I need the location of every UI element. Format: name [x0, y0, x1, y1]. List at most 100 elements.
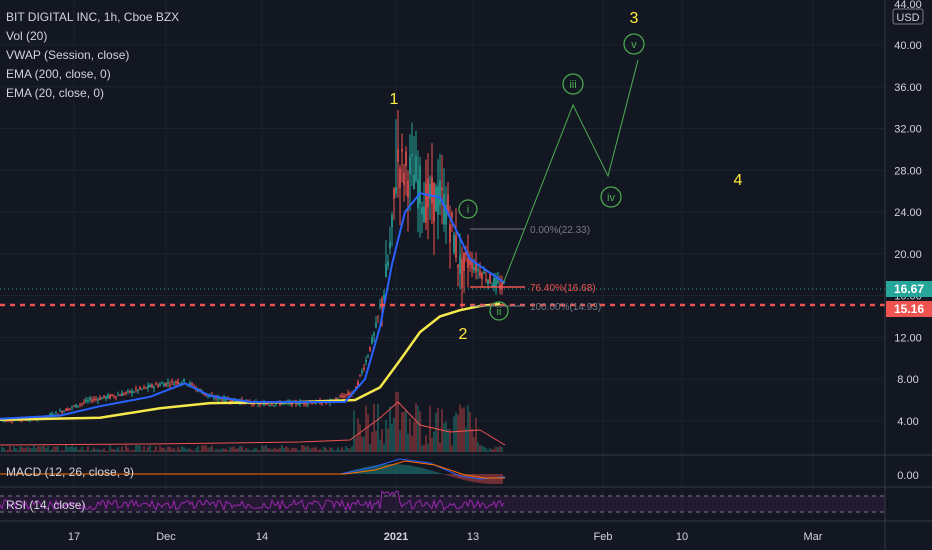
volume-bar: [63, 450, 65, 452]
candle-body: [141, 388, 143, 390]
volume-bar: [1, 446, 3, 452]
indicator-ema20[interactable]: EMA (20, close, 0): [6, 86, 105, 100]
volume-bar: [501, 447, 503, 452]
macd-bar: [415, 466, 417, 474]
volume-bar: [317, 450, 319, 452]
candle-body: [203, 393, 205, 395]
candle-body: [279, 402, 281, 406]
volume-bar: [403, 411, 405, 452]
symbol-title[interactable]: BIT DIGITAL INC, 1h, Cboe BZX: [6, 10, 180, 24]
candle-body: [397, 148, 399, 163]
volume-bar: [461, 408, 463, 452]
volume-bar: [423, 444, 425, 452]
volume-bar: [53, 446, 55, 452]
candle-body: [435, 187, 437, 212]
wave-label-i[interactable]: i: [458, 199, 478, 219]
candle-body: [107, 394, 109, 398]
volume-bar: [211, 445, 213, 452]
candle-body: [169, 384, 171, 386]
candle-body: [79, 404, 81, 406]
volume-bar: [285, 446, 287, 452]
time-axis[interactable]: 17 Dec 14 2021 13 Feb 10 Mar: [68, 531, 823, 543]
wave-label-2[interactable]: 2: [459, 326, 468, 343]
candle-body: [65, 408, 67, 412]
macd-bar: [367, 466, 369, 474]
volume-bar: [281, 445, 283, 452]
svg-text:i: i: [467, 204, 469, 216]
candle-body: [305, 402, 307, 405]
candle-body: [475, 261, 477, 272]
candle-body: [321, 402, 323, 404]
wave-label-1[interactable]: 1: [390, 91, 399, 108]
macd-bar: [391, 464, 393, 474]
macd-bar: [387, 464, 389, 474]
wave-label-iv[interactable]: iv: [600, 186, 622, 208]
candle-body: [69, 408, 71, 410]
volume-bar: [69, 447, 71, 452]
time-tick: Mar: [804, 531, 823, 543]
macd-legend[interactable]: MACD (12, 26, close, 9): [6, 465, 135, 479]
candle-body: [379, 306, 381, 308]
candle-body: [67, 408, 69, 411]
volume-bar: [123, 450, 125, 452]
volume-bar: [393, 417, 395, 452]
indicator-vol[interactable]: Vol (20): [6, 29, 48, 43]
wave-label-ii[interactable]: ii: [489, 301, 509, 321]
volume-bar: [99, 449, 101, 452]
price-axis[interactable]: 40.0036.0032.0028.0024.0020.0016.0012.00…: [894, 40, 922, 428]
wave-label-v[interactable]: v: [623, 33, 645, 55]
candle-body: [235, 400, 237, 402]
red-level-badge: [886, 301, 932, 317]
candle-body: [273, 405, 275, 407]
volume-bar: [185, 448, 187, 452]
volume-bar: [415, 403, 417, 452]
fib-0-label: 0.00%(22.33): [530, 225, 590, 236]
currency-badge[interactable]: [892, 8, 924, 25]
volume-bar: [117, 447, 119, 452]
volume-bar: [17, 450, 19, 452]
candle-body: [495, 278, 497, 288]
volume-bar: [405, 409, 407, 452]
volume-bar: [435, 412, 437, 452]
candle-body: [145, 387, 147, 389]
volume-bar: [225, 449, 227, 452]
volume-bar: [161, 447, 163, 452]
macd-bar: [361, 467, 363, 474]
indicator-ema200[interactable]: EMA (200, close, 0): [6, 67, 111, 81]
volume-bar: [371, 432, 373, 452]
wave-label-3[interactable]: 3: [630, 10, 639, 27]
time-tick: 13: [467, 531, 479, 543]
volume-bar: [143, 446, 145, 452]
volume-bar: [325, 447, 327, 452]
wave-label-iii[interactable]: iii: [562, 73, 584, 95]
candle-body: [473, 266, 475, 271]
wave-label-4[interactable]: 4: [734, 172, 743, 189]
indicator-vwap[interactable]: VWAP (Session, close): [6, 48, 130, 62]
volume-bar: [267, 448, 269, 452]
volume-bar: [481, 445, 483, 452]
candle-body: [199, 389, 201, 391]
wave-projection-path[interactable]: [502, 59, 639, 285]
candle-body: [105, 396, 107, 399]
volume-bar: [197, 445, 199, 452]
candle-body: [389, 241, 391, 249]
volume-bar: [417, 405, 419, 452]
volume-bar: [93, 447, 95, 452]
macd-bar: [423, 468, 425, 474]
volume-bar: [443, 423, 445, 452]
volume-bar: [357, 418, 359, 452]
volume-bar: [303, 445, 305, 452]
candle-body: [421, 207, 423, 215]
volume-bar: [339, 449, 341, 452]
candle-body: [307, 403, 309, 405]
volume-bar: [221, 448, 223, 452]
candle-body: [487, 280, 489, 285]
volume-bar: [407, 433, 409, 452]
candle-body: [173, 383, 175, 386]
volume-bar: [15, 448, 17, 452]
candle-body: [301, 402, 303, 404]
volume-bar: [483, 446, 485, 452]
rsi-legend[interactable]: RSI (14, close): [6, 498, 86, 512]
fib-764-label: 76.40%(16.68): [530, 283, 596, 294]
